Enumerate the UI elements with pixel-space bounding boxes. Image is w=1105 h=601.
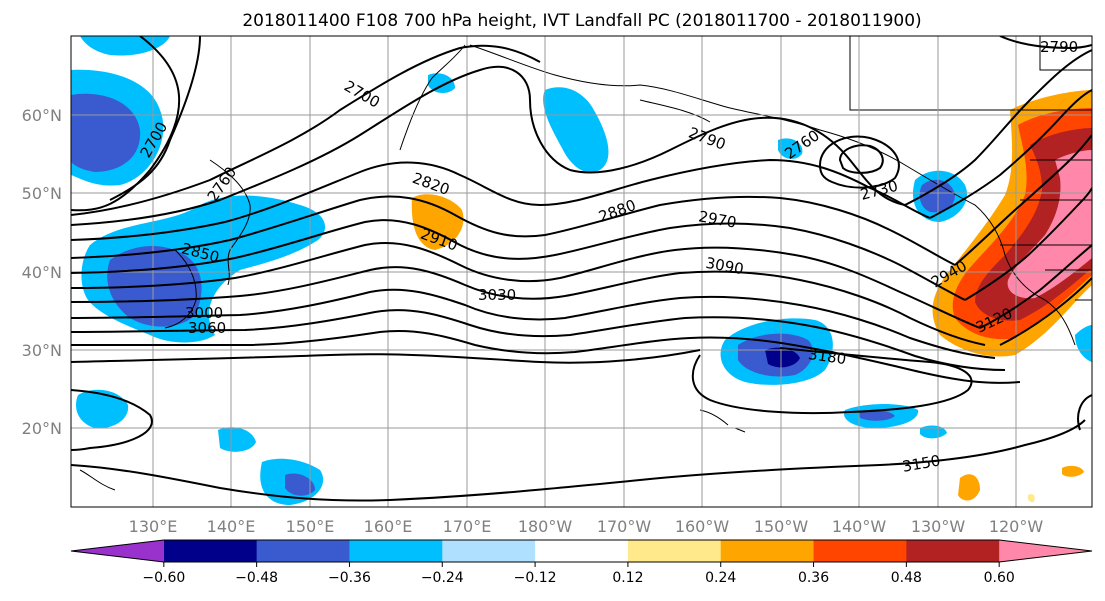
negative-anomaly-region [285, 473, 315, 496]
negative-anomaly-region [543, 87, 609, 173]
lat-label: 40°N [22, 263, 62, 282]
lat-label: 20°N [22, 419, 62, 438]
lat-label: 60°N [22, 106, 62, 125]
colorbar-swatch [71, 540, 164, 562]
colorbar-tick-label: 0.36 [798, 570, 829, 586]
colorbar-tick-label: 0.24 [705, 570, 736, 586]
colorbar-swatch [163, 540, 258, 562]
negative-anomaly-region [778, 138, 803, 159]
contour-label: 3030 [478, 286, 516, 304]
colorbar-swatch [627, 540, 722, 562]
colorbar-swatch [256, 540, 350, 562]
contour-label: 3060 [188, 319, 226, 337]
positive-anomaly-region [411, 194, 464, 250]
negative-anomaly-region [858, 409, 895, 421]
colorbar-tick-label: 0.48 [891, 570, 922, 586]
lat-label: 50°N [22, 184, 62, 203]
longitude-labels: 130°E 140°E 150°E 160°E 170°E 180°W 170°… [129, 517, 1044, 536]
contour-label: 3000 [185, 304, 223, 322]
lat-label: 30°N [22, 341, 62, 360]
colorbar-swatch [720, 540, 815, 562]
colorbar-swatch [535, 540, 629, 562]
lon-label: 150°W [754, 517, 809, 536]
map-frame [70, 35, 1093, 508]
lon-label: 170°W [597, 517, 652, 536]
colorbar-swatch [813, 540, 907, 562]
negative-anomaly-region [920, 425, 947, 439]
lon-label: 140°E [207, 517, 256, 536]
lon-label: 180°W [518, 517, 573, 536]
negative-anomaly-region [71, 93, 141, 172]
colorbar-tick-label: 0.60 [984, 570, 1015, 586]
positive-anomaly-region [1062, 465, 1084, 477]
lon-label: 160°E [364, 517, 413, 536]
colorbar-tick-label: −0.36 [328, 570, 371, 586]
positive-anomaly-region [958, 474, 980, 501]
chart-title: 2018011400 F108 700 hPa height, IVT Land… [242, 11, 921, 31]
colorbar-tick-label: −0.48 [235, 570, 278, 586]
contour-label: 2790 [1040, 38, 1078, 56]
lon-label: 150°E [286, 517, 335, 536]
height-contours [71, 36, 1092, 502]
colorbar-swatch [349, 540, 443, 562]
negative-anomaly-region [75, 389, 129, 429]
positive-anomaly-region [1007, 150, 1092, 299]
lon-label: 130°E [129, 517, 178, 536]
latitude-labels: 60°N 50°N 40°N 30°N 20°N [22, 106, 62, 438]
colorbar-swatch [906, 540, 1000, 562]
colorbar-swatches [70, 539, 1093, 563]
negative-anomaly-region [218, 427, 256, 452]
negative-anomaly-region [765, 347, 800, 368]
negative-anomaly-region [919, 179, 955, 213]
colorbar-swatch [442, 540, 536, 562]
colorbar-ticks: −0.60 −0.48 −0.36 −0.24 −0.12 0.12 0.24 0.36 0.4… [142, 562, 1015, 586]
lon-label: 120°W [989, 517, 1044, 536]
colorbar-tick-label: −0.12 [514, 570, 557, 586]
map-area: 2700 2760 2790 2820 2850 2880 2910 2940 … [71, 36, 1092, 507]
lon-label: 160°W [675, 517, 730, 536]
lon-label: 130°W [911, 517, 966, 536]
contour-label: 3180 [807, 345, 847, 368]
colorbar-swatch [999, 540, 1092, 562]
lon-label: 140°W [832, 517, 887, 536]
negative-anomaly-region [428, 73, 455, 94]
colorbar-tick-label: −0.60 [142, 570, 185, 586]
colorbar: −0.60 −0.48 −0.36 −0.24 −0.12 0.12 0.24 0.36 0.4… [70, 539, 1093, 586]
coastlines [79, 36, 1092, 491]
lon-label: 170°E [443, 517, 492, 536]
colorbar-tick-label: −0.24 [421, 570, 464, 586]
ivt-shading [71, 36, 1092, 505]
negative-anomaly-region [1075, 325, 1092, 362]
positive-anomaly-region [1027, 493, 1035, 503]
colorbar-tick-label: 0.12 [612, 570, 643, 586]
